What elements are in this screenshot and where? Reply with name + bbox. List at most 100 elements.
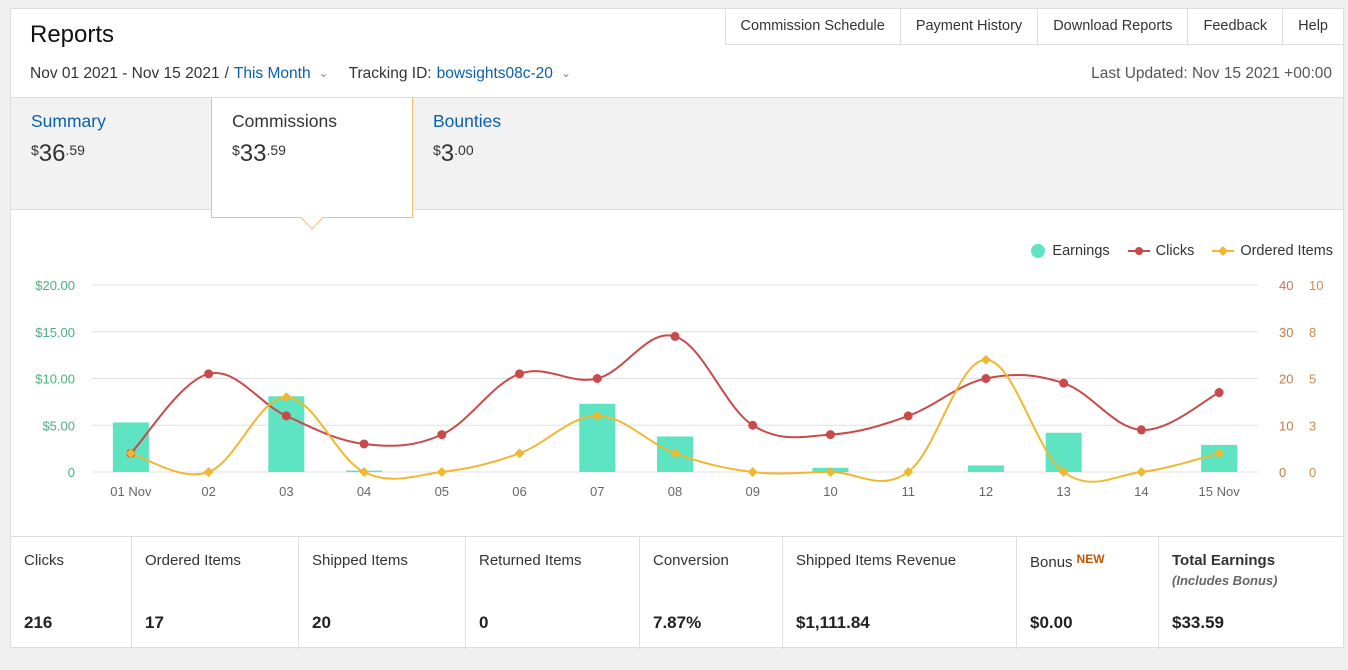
stat-clicks: Clicks 216: [11, 537, 132, 649]
tab-amount: $33.59: [232, 140, 286, 167]
chart-legend: Earnings Clicks Ordered Items: [1030, 243, 1333, 259]
date-range: Nov 01 2021 - Nov 15 2021: [30, 65, 220, 82]
x-tick-label: 13: [1056, 484, 1070, 499]
ordered-items-point: [1058, 467, 1069, 477]
ordered-items-point: [670, 448, 680, 459]
clicks-point: [981, 374, 991, 383]
y-tick-right-items: 8: [1309, 325, 1316, 340]
ordered-items-point: [514, 448, 525, 459]
ordered-items-point: [980, 354, 991, 365]
tab-amount: $3.00: [433, 140, 474, 167]
ordered-items-point: [125, 448, 136, 459]
clicks-point: [515, 369, 525, 379]
tab-label: Commissions: [232, 111, 338, 131]
x-tick-label: 04: [357, 484, 371, 499]
stat-returned-items: Returned Items 0: [466, 537, 640, 649]
nav-download-reports[interactable]: Download Reports: [1038, 8, 1189, 45]
legend-ordered-items[interactable]: Ordered Items: [1212, 243, 1333, 259]
y-tick-right-clicks: 30: [1279, 325, 1293, 340]
chevron-down-icon[interactable]: ⌄: [560, 66, 571, 80]
y-tick-right-items: 3: [1309, 418, 1316, 433]
clicks-point: [670, 331, 680, 341]
stat-bonus: Bonus NEW $0.00: [1017, 537, 1159, 649]
stat-shipped-items: Shipped Items 20: [299, 537, 466, 649]
y-tick-left: $5.00: [42, 418, 75, 433]
ordered-items-point: [747, 467, 758, 477]
ordered-items-point: [203, 467, 214, 477]
reports-panel: Reports Commission Schedule Payment Hist…: [10, 8, 1344, 649]
last-updated: Last Updated: Nov 15 2021 +00:00: [1091, 65, 1332, 82]
legend-clicks[interactable]: Clicks: [1127, 243, 1194, 259]
x-tick-label: 05: [435, 484, 449, 499]
nav-payment-history[interactable]: Payment History: [900, 8, 1039, 45]
x-tick-label: 12: [979, 484, 993, 499]
new-badge: NEW: [1076, 552, 1105, 566]
stat-shipped-revenue: Shipped Items Revenue $1,111.84: [783, 537, 1017, 649]
ordered-items-point: [436, 467, 447, 477]
clicks-point: [1214, 388, 1224, 398]
tab-label: Bounties: [433, 111, 502, 131]
y-tick-left: 0: [68, 465, 75, 480]
y-tick-right-items: 0: [1309, 465, 1316, 480]
tab-summary[interactable]: Summary $36.59: [11, 98, 213, 216]
y-tick-left: $10.00: [35, 372, 75, 387]
chevron-down-icon[interactable]: ⌄: [318, 66, 329, 80]
y-tick-right-clicks: 10: [1279, 418, 1293, 433]
earnings-marker-icon: [1031, 244, 1046, 258]
y-tick-right-clicks: 40: [1279, 278, 1293, 293]
y-tick-left: $15.00: [35, 325, 75, 340]
y-tick-right-clicks: 0: [1279, 465, 1286, 480]
tab-amount: $36.59: [31, 140, 85, 167]
ordered-items-point: [359, 467, 370, 477]
clicks-point: [437, 430, 447, 440]
nav-commission-schedule[interactable]: Commission Schedule: [724, 8, 901, 45]
ordered-items-point: [1136, 467, 1147, 477]
y-tick-right-clicks: 20: [1279, 372, 1293, 387]
x-tick-label: 15 Nov: [1199, 484, 1241, 499]
stats-row: Clicks 216 Ordered Items 17 Shipped Items 2…: [11, 536, 1343, 649]
x-tick-label: 09: [745, 484, 759, 499]
date-separator: /: [224, 65, 229, 82]
clicks-point: [903, 411, 913, 421]
x-tick-label: 14: [1134, 484, 1148, 499]
ordered-items-marker-icon: [1212, 246, 1235, 256]
tabs-bar: Summary $36.59 Commissions $33.59 Bounti…: [11, 97, 1343, 230]
clicks-point: [1059, 378, 1069, 388]
page-title: Reports: [30, 21, 115, 48]
top-nav: Commission Schedule Payment History Down…: [724, 8, 1344, 45]
ordered-items-point: [281, 392, 292, 403]
ordered-items-point: [903, 467, 914, 477]
ordered-items-point: [825, 467, 836, 477]
nav-feedback[interactable]: Feedback: [1188, 8, 1284, 45]
y-tick-right-items: 5: [1309, 372, 1316, 387]
earnings-bar: [1045, 432, 1082, 472]
y-tick-left: $20.00: [35, 278, 75, 293]
ordered-items-point: [592, 410, 603, 421]
clicks-marker-icon: [1127, 247, 1150, 255]
nav-help[interactable]: Help: [1283, 8, 1344, 45]
x-tick-label: 02: [201, 484, 215, 499]
clicks-point: [748, 420, 758, 430]
earnings-chart: 0 0 0 $5.00 10 3 $10.00 20 5 $15.00 30 8 $20.00 40 10 0…: [35, 278, 1323, 499]
clicks-point: [592, 374, 602, 383]
tab-bounties[interactable]: Bounties $3.00: [413, 98, 615, 216]
tab-label: Summary: [31, 111, 106, 131]
period-dropdown[interactable]: This Month: [233, 65, 311, 82]
stat-conversion: Conversion 7.87%: [640, 537, 783, 649]
clicks-point: [281, 411, 291, 421]
tracking-label: Tracking ID:: [348, 65, 432, 82]
stat-total-earnings: Total Earnings (Includes Bonus) $33.59: [1172, 552, 1278, 632]
tab-commissions[interactable]: Commissions $33.59: [211, 98, 413, 230]
x-tick-label: 11: [901, 484, 915, 499]
clicks-point: [204, 369, 214, 379]
earnings-bar: [967, 465, 1004, 472]
x-tick-label: 03: [279, 484, 293, 499]
ordered-items-point: [1214, 448, 1225, 459]
clicks-point: [359, 439, 369, 449]
clicks-point: [825, 430, 835, 440]
tracking-id-dropdown[interactable]: bowsights08c-20: [436, 65, 553, 82]
x-tick-label: 08: [668, 484, 682, 499]
stat-ordered-items: Ordered Items 17: [132, 537, 299, 649]
clicks-point: [1136, 425, 1146, 435]
legend-earnings[interactable]: Earnings: [1030, 243, 1110, 259]
